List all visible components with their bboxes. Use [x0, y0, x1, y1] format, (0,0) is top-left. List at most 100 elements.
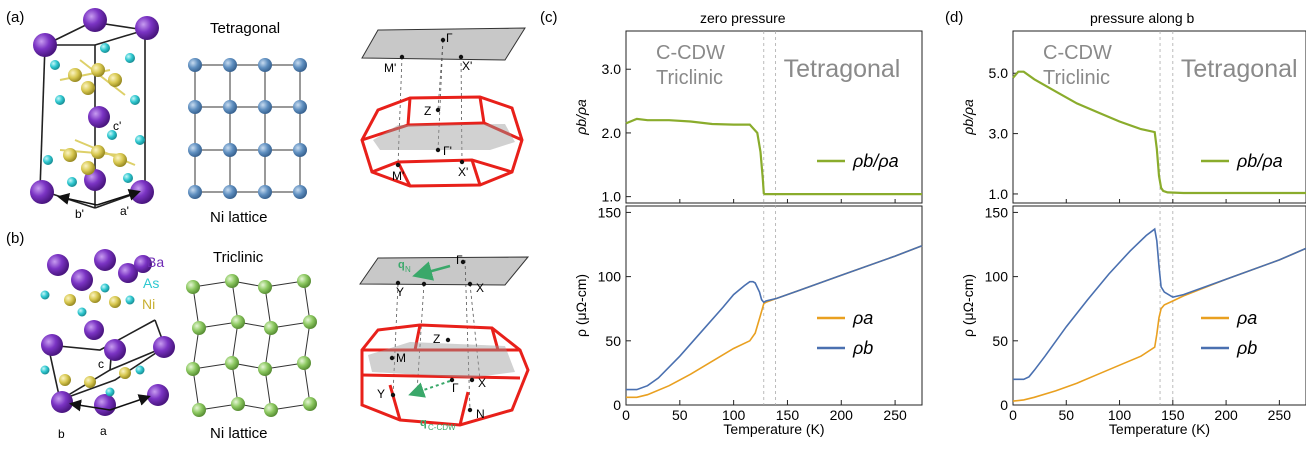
- ni-atom: [231, 397, 245, 411]
- ni-atom: [186, 362, 200, 376]
- panel-b-tag: (b): [6, 230, 24, 247]
- bz-x-bar-top: X': [462, 59, 472, 73]
- tetragonal-crystal-structure: c' b' a': [30, 8, 159, 221]
- y-tick-label: 5.0: [989, 65, 1009, 81]
- panel-b: (b) Ba As Ni c b a Tr: [6, 230, 530, 442]
- tetragonal-ni-lattice: [188, 58, 307, 199]
- legend-label: ρa: [852, 308, 873, 328]
- x-tick-label: 250: [883, 407, 907, 423]
- legend-as: As: [143, 275, 159, 291]
- x-tick-label: 100: [722, 407, 746, 423]
- legend-label: ρb: [852, 338, 873, 358]
- legend-ba: Ba: [147, 254, 164, 270]
- x-tick-label: 0: [622, 407, 630, 423]
- panel-d-tag: (d): [945, 9, 963, 26]
- ni-atom: [188, 100, 202, 114]
- bz-gamma: Γ': [443, 144, 452, 158]
- q-cdw-label: q: [420, 417, 427, 429]
- ni-atom: [258, 362, 272, 376]
- ni-atom: [258, 58, 272, 72]
- phase-label-triclinic: Triclinic: [1043, 67, 1110, 89]
- bottom-plot-frame: [1012, 205, 1306, 406]
- ni-atom: [293, 58, 307, 72]
- axis-c-prime-label: c': [113, 119, 121, 133]
- x-tick-label: 50: [1058, 407, 1074, 423]
- y-tick-label: 50: [992, 333, 1008, 349]
- tetragonal-brillouin-zone: Γ M' X' Z Γ' M' X': [360, 27, 526, 188]
- triclinic-crystal-structure: Ba As Ni c b a: [40, 249, 175, 441]
- phase-label-ccdw: C-CDW: [656, 42, 725, 64]
- x-tick-label: 200: [830, 407, 854, 423]
- y-tick-label: 150: [985, 204, 1009, 220]
- triclinic-ni-lattice: [186, 274, 317, 417]
- bz-gamma-bar-top: Γ: [446, 31, 453, 45]
- axis-b-prime-label: b': [75, 207, 84, 221]
- bz-x-bar-top-tri: X: [476, 281, 484, 295]
- tetragonal-title: Tetragonal: [210, 20, 280, 37]
- ba-legend-sphere: [134, 255, 152, 273]
- series-rho-b-line: [1013, 227, 1306, 381]
- ni-atom: [293, 143, 307, 157]
- panel-a-tag: (a): [6, 9, 24, 26]
- bottom-y-axis-label: ρ (μΩ-cm): [960, 274, 976, 337]
- top-y-axis-label: ρb/ρa: [573, 99, 589, 136]
- x-axis-label: Temperature (K): [723, 421, 824, 437]
- top-plot-frame: [625, 30, 923, 204]
- bottom-plot-frame: [625, 205, 923, 406]
- chart-panel-d: C-CDW Triclinic Tetragonal 1.0 3.0 5.0 0 50 100 1…: [960, 30, 1306, 437]
- y-tick-label: 100: [985, 269, 1009, 285]
- bz-y-tri: Y: [377, 387, 385, 401]
- x-tick-label: 100: [1108, 407, 1132, 423]
- x-tick-label: 0: [1009, 407, 1017, 423]
- bz-m-tri: M: [396, 351, 406, 365]
- chart-panel-c: C-CDW Triclinic Tetragonal 1.0 2.0 3.0 0 50 100 1…: [573, 30, 923, 437]
- ni-atom: [293, 100, 307, 114]
- panel-d-title: pressure along b: [1090, 10, 1195, 26]
- bz-x-tri: X: [478, 376, 486, 390]
- series-rho-a-line: [626, 245, 923, 399]
- bz-n-tri: N: [476, 407, 485, 421]
- phase-label-triclinic: Triclinic: [656, 67, 723, 89]
- ni-atom: [297, 274, 311, 288]
- q-n-subscript: N: [405, 265, 411, 274]
- top-y-axis-label: ρb/ρa: [960, 99, 976, 136]
- ni-atom: [188, 185, 202, 199]
- x-tick-label: 50: [672, 407, 688, 423]
- phase-label-ccdw: C-CDW: [1043, 42, 1112, 64]
- triclinic-brillouin-zone: Γ Y X q N Z M Y Γ X N q C-CDW: [359, 253, 530, 432]
- ni-atom: [258, 280, 272, 294]
- x-tick-label: 150: [776, 407, 800, 423]
- y-tick-label: 3.0: [989, 126, 1009, 142]
- ni-atom: [223, 185, 237, 199]
- y-tick-label: 0: [613, 397, 621, 413]
- bottom-y-axis-label: ρ (μΩ-cm): [573, 274, 589, 337]
- tetragonal-ni-lattice-caption: Ni lattice: [210, 209, 268, 226]
- ni-atom: [258, 100, 272, 114]
- legend-label: ρa: [1236, 308, 1257, 328]
- ni-atom: [225, 274, 239, 288]
- axis-a-label: a: [100, 424, 107, 438]
- x-tick-label: 150: [1161, 407, 1185, 423]
- phase-label-tetragonal: Tetragonal: [1181, 55, 1298, 83]
- panel-c-title: zero pressure: [700, 10, 786, 26]
- legend-ni: Ni: [142, 296, 155, 312]
- triclinic-title: Triclinic: [213, 249, 264, 266]
- panel-c-tag: (c): [540, 9, 558, 26]
- ni-atom: [223, 58, 237, 72]
- ni-atom: [186, 280, 200, 294]
- ni-atom: [297, 356, 311, 370]
- y-tick-label: 150: [598, 204, 622, 220]
- axis-b-label: b: [58, 427, 65, 441]
- ni-atom: [258, 185, 272, 199]
- ni-atom: [223, 100, 237, 114]
- ni-atom: [223, 143, 237, 157]
- bz-x: X': [458, 165, 468, 179]
- y-tick-label: 1.0: [989, 186, 1009, 202]
- axis-c-label: c: [98, 357, 104, 371]
- legend-label: ρb: [1236, 338, 1257, 358]
- bz-z-tri: Z: [433, 332, 440, 346]
- y-tick-label: 0: [1000, 397, 1008, 413]
- q-n-label: q: [398, 259, 405, 271]
- ni-atom: [293, 185, 307, 199]
